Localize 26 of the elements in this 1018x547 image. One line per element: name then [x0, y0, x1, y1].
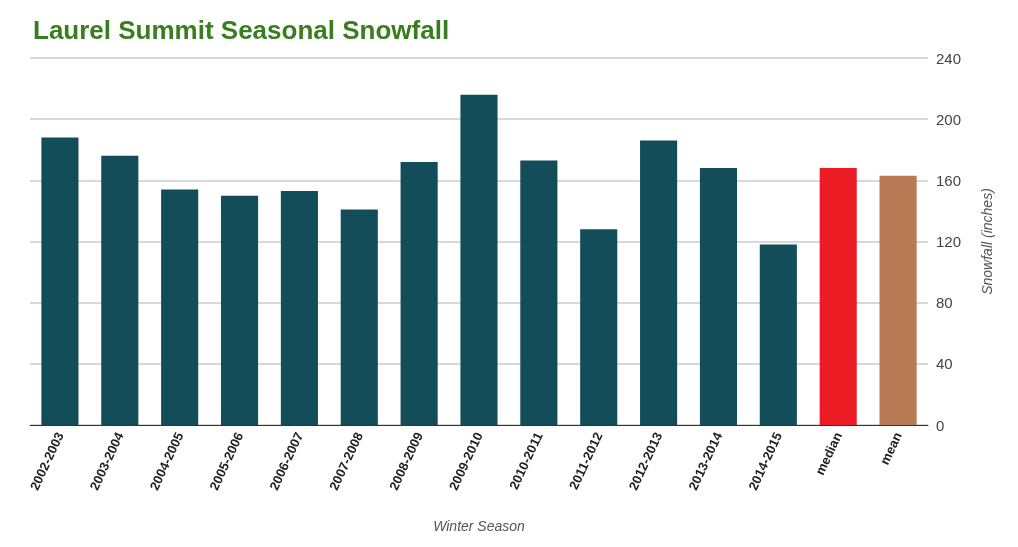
bar: [819, 168, 857, 425]
y-tick-label: 240: [936, 49, 962, 67]
x-axis-title: Winter Season: [433, 518, 526, 534]
y-tick-label: 0: [936, 416, 945, 434]
bar: [101, 155, 139, 425]
bar: [460, 94, 498, 425]
bar: [520, 160, 558, 425]
y-tick-label: 160: [936, 171, 962, 189]
bar: [699, 168, 738, 425]
bar: [41, 137, 79, 425]
bar: [161, 189, 199, 425]
bar: [879, 175, 917, 425]
bar: [580, 229, 618, 425]
y-tick-label: 80: [936, 294, 953, 312]
bar: [759, 244, 797, 425]
chart-title: Laurel Summit Seasonal Snowfall: [33, 15, 450, 45]
bar: [640, 140, 678, 425]
bar: [220, 195, 259, 425]
x-tick-label: mean: [876, 429, 905, 467]
bar: [400, 161, 438, 425]
bar: [340, 209, 378, 425]
y-tick-label: 200: [936, 110, 962, 128]
y-axis-title: Snowfall (inches): [979, 188, 995, 295]
y-tick-label: 120: [936, 233, 962, 250]
bar: [280, 191, 318, 425]
y-tick-label: 40: [936, 355, 953, 373]
